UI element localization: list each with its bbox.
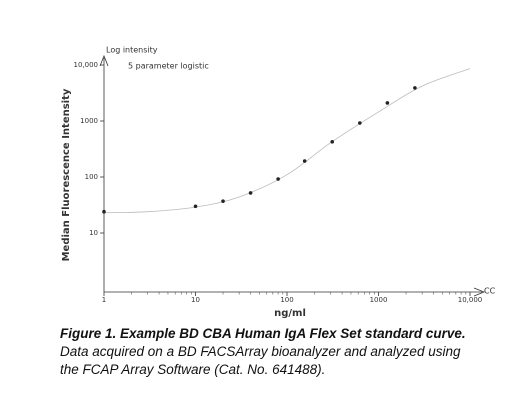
x-tick-label: 1000 — [370, 296, 388, 304]
caption: Figure 1. Example BD CBA Human IgA Flex … — [60, 325, 480, 379]
y-tick-label: 10 — [89, 229, 98, 237]
x-tick-label: 10 — [191, 296, 200, 304]
point — [302, 159, 307, 163]
point — [102, 209, 106, 214]
x-tick-label: 100 — [280, 296, 293, 304]
point — [193, 204, 198, 209]
point — [221, 199, 225, 203]
fit-curve — [103, 68, 471, 214]
x-axis-label: ng/ml — [274, 308, 306, 319]
point — [413, 86, 417, 90]
x-tick-label: 10,000 — [458, 296, 483, 304]
caption-bold: Figure 1. Example BD CBA Human IgA Flex … — [60, 326, 466, 341]
y-tick-label: 100 — [85, 173, 98, 181]
y-tick-label: 1000 — [80, 117, 98, 125]
point — [276, 177, 280, 181]
y-top-label: Log intensity — [106, 46, 158, 55]
point — [248, 191, 253, 195]
x-tick-label: 1 — [102, 296, 106, 304]
chart: Log intensity 5 parameter logistic Media… — [61, 46, 496, 320]
point — [358, 121, 362, 125]
y-tick-label: 10,000 — [74, 61, 99, 69]
y-arrow — [99, 54, 109, 67]
x-arrow — [473, 287, 486, 297]
x-axis-end-label: CC — [484, 287, 496, 296]
point — [330, 140, 335, 144]
caption-text: Data acquired on a BD FACSArray bioanaly… — [60, 344, 461, 377]
point — [385, 101, 390, 105]
annotation: 5 parameter logistic — [128, 62, 209, 71]
y-axis-label: Median Fluorescence Intensity — [61, 88, 72, 261]
